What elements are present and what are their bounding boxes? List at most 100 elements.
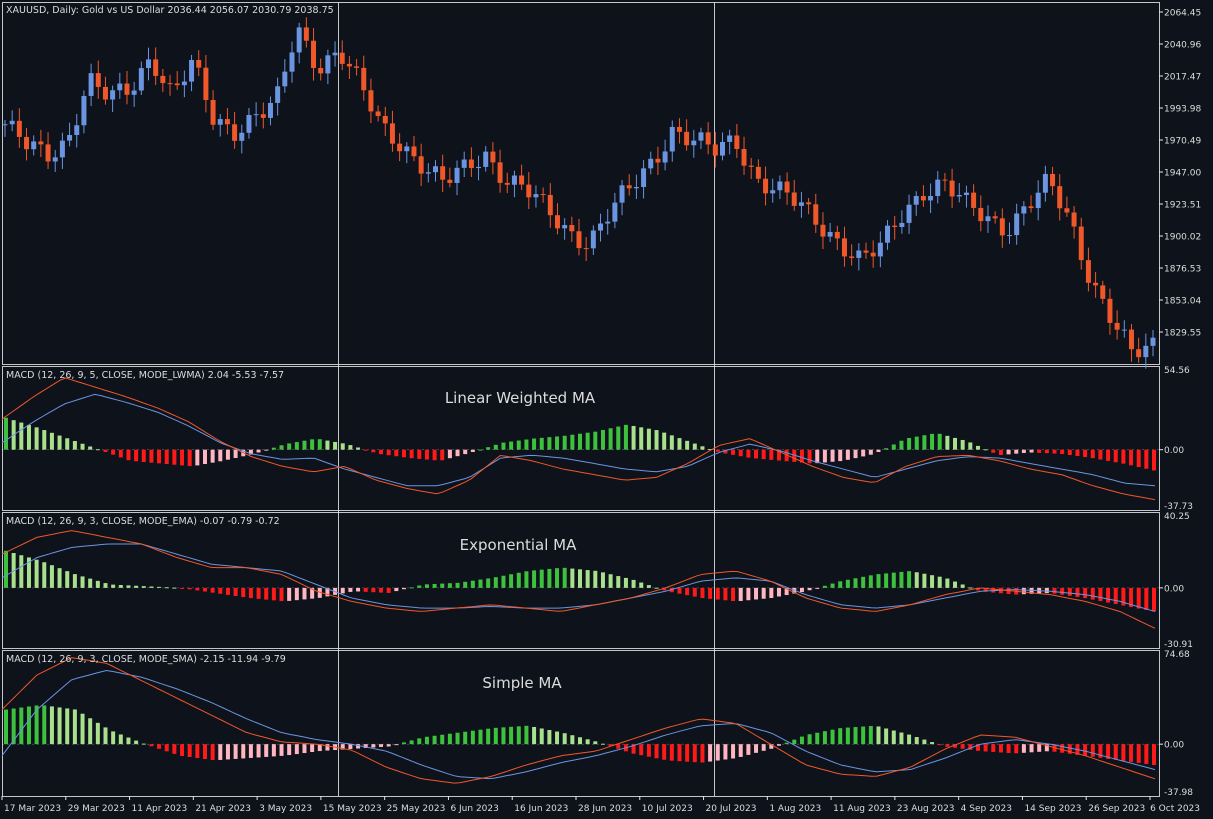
candle[interactable]: [1114, 310, 1120, 340]
candle[interactable]: [641, 160, 647, 199]
candle[interactable]: [311, 28, 317, 81]
candle[interactable]: [102, 76, 108, 105]
candle[interactable]: [705, 122, 711, 155]
candle[interactable]: [9, 110, 15, 132]
candle[interactable]: [146, 47, 151, 81]
candle[interactable]: [698, 127, 704, 149]
candle[interactable]: [1035, 180, 1041, 221]
candle[interactable]: [547, 183, 553, 228]
candle[interactable]: [67, 122, 73, 147]
candle[interactable]: [260, 102, 266, 129]
macd-panels[interactable]: [1, 377, 1156, 784]
candle[interactable]: [971, 184, 977, 216]
candle[interactable]: [1093, 272, 1099, 298]
candle[interactable]: [870, 240, 876, 268]
candle[interactable]: [1021, 201, 1027, 226]
candle[interactable]: [691, 129, 697, 158]
candle[interactable]: [16, 108, 22, 148]
candle[interactable]: [253, 102, 259, 127]
candle[interactable]: [935, 171, 941, 204]
candle[interactable]: [619, 180, 625, 216]
candle[interactable]: [267, 96, 273, 126]
candle[interactable]: [461, 151, 467, 178]
candle[interactable]: [662, 139, 668, 171]
candle[interactable]: [892, 216, 898, 240]
candle[interactable]: [1078, 217, 1084, 270]
candle[interactable]: [418, 143, 424, 187]
macd-panel-2[interactable]: [1, 530, 1156, 629]
candle[interactable]: [382, 106, 388, 136]
candle[interactable]: [110, 85, 116, 112]
candle[interactable]: [318, 58, 324, 81]
candle[interactable]: [1100, 280, 1106, 304]
candle[interactable]: [712, 131, 718, 168]
candle[interactable]: [569, 216, 575, 242]
candle[interactable]: [239, 124, 245, 154]
candle[interactable]: [720, 132, 725, 161]
candle[interactable]: [74, 113, 80, 148]
candle[interactable]: [59, 132, 65, 169]
candle[interactable]: [303, 17, 309, 48]
candle[interactable]: [167, 74, 173, 96]
candle[interactable]: [131, 81, 137, 107]
candle[interactable]: [827, 222, 833, 243]
candle[interactable]: [289, 41, 295, 83]
candle[interactable]: [999, 208, 1005, 248]
candle[interactable]: [612, 192, 618, 229]
candle[interactable]: [52, 149, 58, 172]
candle[interactable]: [770, 178, 776, 203]
candle[interactable]: [540, 187, 546, 203]
candle[interactable]: [992, 211, 998, 224]
candle[interactable]: [820, 212, 826, 250]
candle[interactable]: [913, 191, 919, 216]
candle[interactable]: [454, 160, 460, 196]
candle[interactable]: [375, 105, 381, 122]
candle[interactable]: [877, 231, 883, 268]
candle[interactable]: [468, 147, 474, 177]
candle[interactable]: [1007, 222, 1012, 244]
candle[interactable]: [275, 77, 281, 116]
candle[interactable]: [1064, 196, 1070, 217]
candle[interactable]: [124, 71, 130, 105]
candle[interactable]: [985, 205, 991, 233]
candle[interactable]: [885, 220, 891, 250]
candle[interactable]: [490, 142, 496, 175]
candle[interactable]: [519, 164, 525, 190]
candle[interactable]: [784, 172, 790, 205]
candle[interactable]: [203, 55, 209, 113]
macd-panel-1[interactable]: [1, 377, 1156, 501]
candle[interactable]: [354, 58, 360, 76]
candle[interactable]: [497, 149, 503, 193]
candle[interactable]: [626, 174, 632, 196]
candle[interactable]: [978, 195, 984, 232]
candle[interactable]: [511, 170, 517, 198]
candle[interactable]: [24, 127, 30, 161]
candle[interactable]: [196, 50, 202, 77]
candle[interactable]: [1014, 203, 1020, 245]
candle[interactable]: [598, 213, 604, 242]
candle[interactable]: [361, 55, 367, 101]
candle[interactable]: [676, 118, 682, 144]
candle[interactable]: [655, 146, 661, 176]
candle[interactable]: [856, 243, 862, 271]
candle[interactable]: [841, 226, 847, 267]
candle[interactable]: [325, 49, 331, 85]
candle[interactable]: [605, 208, 611, 235]
candle[interactable]: [583, 237, 589, 261]
candle[interactable]: [741, 136, 747, 175]
candle[interactable]: [684, 119, 690, 151]
candle[interactable]: [117, 72, 123, 99]
candle[interactable]: [777, 175, 783, 200]
candle[interactable]: [189, 54, 195, 92]
candle[interactable]: [81, 90, 87, 134]
candle[interactable]: [834, 225, 840, 251]
candle[interactable]: [296, 22, 302, 64]
candle[interactable]: [504, 172, 510, 194]
candle[interactable]: [899, 210, 905, 234]
candle[interactable]: [433, 160, 438, 182]
candle[interactable]: [590, 225, 596, 255]
candle[interactable]: [440, 154, 446, 192]
candle[interactable]: [224, 107, 230, 135]
candle[interactable]: [210, 90, 216, 130]
candle[interactable]: [483, 146, 489, 172]
